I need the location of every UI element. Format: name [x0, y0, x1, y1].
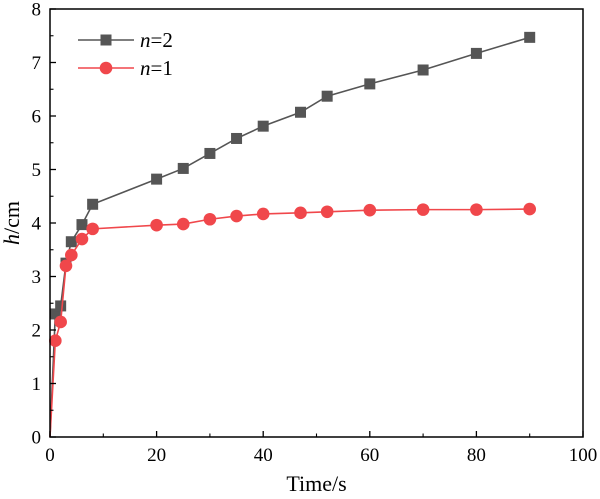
y-tick-label: 8	[32, 0, 42, 21]
legend-marker-n1	[99, 61, 113, 75]
data-point	[363, 203, 377, 217]
data-point	[204, 147, 216, 159]
x-tick-label: 0	[45, 445, 55, 466]
data-point	[49, 334, 62, 348]
data-point	[203, 212, 217, 226]
data-point	[470, 47, 482, 59]
ticks-layer: 0 20 40 60 80 100 0 1 2 3 4 5 6 7 8	[32, 0, 598, 466]
data-point	[59, 259, 73, 273]
y-tick-label: 4	[32, 214, 42, 235]
data-point	[86, 222, 99, 236]
legend-marker-n2	[100, 34, 112, 46]
data-point	[65, 236, 77, 248]
data-point	[49, 308, 61, 320]
legend-label-n1-rest: =1	[151, 56, 173, 80]
data-point	[76, 219, 88, 231]
data-point	[65, 248, 78, 262]
y-tick-label: 3	[32, 267, 42, 288]
y-tick-label: 0	[32, 428, 42, 449]
y-axis-label-unit: /cm	[0, 201, 24, 234]
data-point	[294, 206, 307, 220]
data-point	[524, 31, 536, 43]
series-layer	[49, 31, 536, 438]
data-point	[231, 132, 243, 144]
x-tick-label: 60	[360, 445, 379, 466]
data-point	[523, 202, 536, 216]
y-tick-label: 7	[32, 53, 42, 74]
x-axis-label: Time/s	[286, 471, 346, 496]
data-point	[75, 232, 89, 246]
x-tick-label: 20	[147, 445, 166, 466]
data-point	[54, 315, 67, 329]
series-line	[49, 208, 530, 438]
data-point	[295, 106, 307, 118]
data-point	[320, 205, 334, 219]
legend-label-n1-var: n	[140, 56, 151, 80]
data-point	[230, 209, 243, 223]
data-point	[417, 64, 429, 76]
data-point	[257, 120, 269, 132]
legend-label-n1: n=1	[140, 56, 173, 80]
legend-label-n2-rest: =2	[151, 28, 173, 52]
legend-label-n2-var: n	[140, 28, 151, 52]
data-point	[321, 90, 333, 102]
plot-frame	[49, 8, 584, 438]
series-line	[49, 36, 530, 438]
legend-label-n2: n=2	[140, 28, 173, 52]
data-point	[177, 162, 189, 174]
data-point	[55, 300, 67, 312]
legend: n=2 n=1	[78, 28, 173, 80]
x-tick-label: 100	[569, 445, 598, 466]
y-tick-label: 5	[32, 160, 42, 181]
y-tick-label: 6	[32, 107, 42, 128]
data-point	[150, 218, 163, 232]
data-point	[470, 203, 483, 216]
y-tick-label: 1	[32, 374, 42, 395]
data-point	[151, 173, 163, 185]
series-n=2	[49, 31, 536, 438]
y-axis-label-var: h	[0, 234, 24, 245]
data-point	[87, 198, 99, 210]
series-n=1	[49, 202, 536, 438]
y-axis-label: h/cm	[0, 201, 24, 245]
data-point	[176, 217, 190, 231]
data-point	[364, 78, 376, 90]
data-point	[416, 203, 430, 216]
data-point	[256, 207, 270, 221]
x-tick-label: 80	[467, 445, 486, 466]
x-tick-label: 40	[254, 445, 273, 466]
y-tick-label: 2	[32, 321, 42, 342]
